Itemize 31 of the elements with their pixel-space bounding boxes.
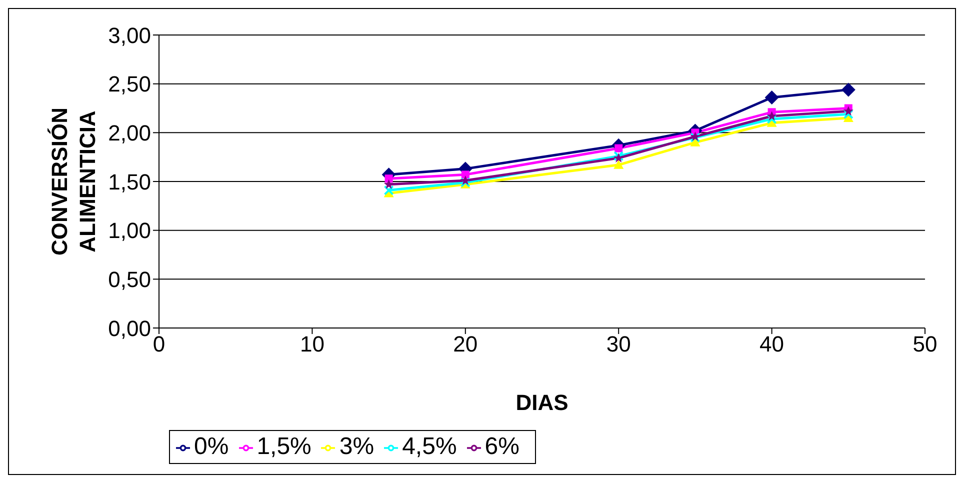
y-tick-label: 1,00 [108, 218, 151, 244]
x-tick-label: 20 [453, 332, 478, 357]
point [841, 82, 856, 97]
point [384, 174, 393, 183]
legend-label: 6% [484, 433, 520, 460]
point [766, 111, 777, 121]
x-tick-label: 30 [606, 332, 631, 357]
point [843, 109, 854, 120]
x-tick-label: 40 [760, 332, 784, 357]
y-axis-title: CONVERSIÓN ALIMENTICIA [47, 108, 100, 256]
point [384, 185, 394, 196]
point [384, 179, 394, 189]
x-tick-label: 50 [912, 332, 938, 357]
y-tick-label: 0,00 [108, 316, 151, 341]
point [843, 106, 854, 116]
point [764, 90, 779, 105]
legend-label: 3% [339, 433, 374, 460]
y-tick-label: 3,00 [108, 22, 151, 48]
legend-label: 1,5% [256, 433, 312, 460]
x-tick-label: 10 [300, 332, 324, 357]
point [461, 170, 470, 179]
point [766, 114, 777, 124]
y-tick-label: 0,50 [108, 266, 151, 292]
x-axis-title: DIAS [516, 390, 568, 415]
x-tick-label: 0 [152, 332, 166, 357]
y-tick-label: 1,50 [108, 169, 151, 194]
legend-label: 0% [194, 433, 229, 460]
y-tick-label: 2,50 [108, 72, 151, 97]
y-tick-label: 2,00 [108, 120, 151, 146]
point [614, 160, 624, 169]
legend-label: 4,5% [402, 433, 457, 460]
